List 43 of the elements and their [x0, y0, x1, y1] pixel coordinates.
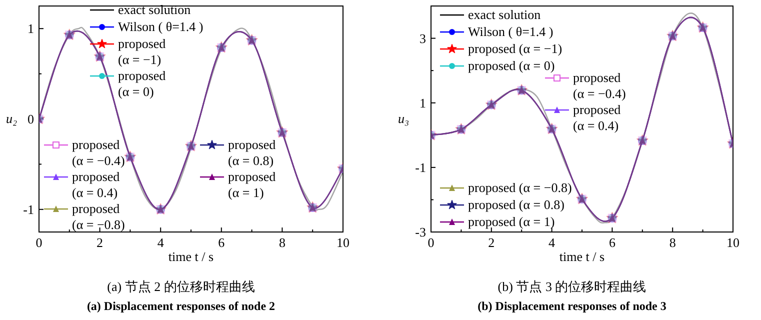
y-tick-label: 1 — [28, 21, 34, 36]
y-tick-label: 3 — [420, 30, 426, 46]
y-tick-label: -1 — [23, 202, 34, 217]
legend-label: Wilson ( θ=1.4 ) — [468, 24, 554, 39]
x-axis-title: time t / s — [559, 249, 605, 264]
x-axis-title: time t / s — [168, 249, 214, 264]
text: (b) 节点 3 的位移时程曲线 — [498, 279, 646, 294]
legend-label: proposed (α = 0) — [468, 58, 555, 73]
legend-label: proposed (α = 0.4) — [573, 102, 622, 133]
legend-label: proposed (α = 0.8) — [228, 137, 276, 168]
legend-label: exact solution — [468, 7, 542, 22]
y-tick-label: -3 — [415, 224, 426, 240]
x-tick-label: 6 — [608, 235, 616, 250]
legend-label: proposed (α = −1) — [468, 41, 562, 56]
y-tick-label: 0 — [28, 112, 34, 126]
legend-label: proposed (α = −0.4) — [573, 70, 626, 101]
legend-label: exact solution — [118, 2, 192, 17]
x-tick-label: 10 — [726, 235, 740, 250]
x-tick-label: 8 — [278, 235, 286, 250]
legend-label: proposed (α = 1) — [468, 214, 555, 229]
text: (b) Displacement responses of node 3 — [478, 299, 666, 313]
x-tick-label: 4 — [157, 235, 164, 250]
x-tick-label: 4 — [548, 235, 556, 250]
x-tick-label: 2 — [488, 235, 495, 250]
y-axis-title: u₃ — [398, 111, 409, 126]
x-tick-label: 10 — [336, 235, 350, 250]
legend-label: proposed (α = −0.4) — [72, 137, 125, 168]
legend-label: proposed (α = 1) — [228, 169, 276, 200]
legend-label: proposed (α = −1) — [118, 36, 166, 67]
legend-label: proposed (α = −0.8) — [72, 201, 125, 232]
legend-label: proposed (α = 0) — [118, 68, 166, 99]
y-tick-label: 1 — [420, 95, 426, 110]
x-tick-label: 8 — [669, 235, 676, 250]
legend-label: proposed (α = 0.4) — [72, 169, 120, 200]
legend-label: proposed (α = 0.8) — [468, 197, 564, 212]
legend-label: Wilson ( θ=1.4 ) — [118, 19, 204, 34]
text: (a) Displacement responses of node 2 — [86, 299, 276, 313]
x-tick-label: 6 — [218, 235, 226, 250]
legend-label: proposed (α = −0.8) — [468, 180, 572, 195]
y-axis-title: u₂ — [6, 111, 18, 126]
text: (a) 节点 2 的位移时程曲线 — [107, 279, 255, 294]
x-tick-label: 2 — [96, 235, 104, 250]
y-tick-label: -1 — [415, 160, 426, 175]
